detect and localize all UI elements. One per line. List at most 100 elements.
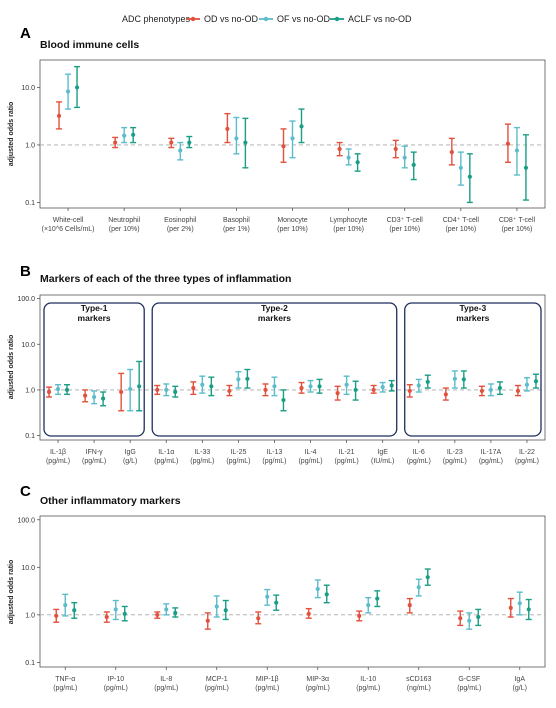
point-estimate [234,136,239,141]
y-tick-label: 10.0 [21,85,35,92]
estimate-mark [172,385,179,398]
point-estimate [467,174,472,179]
estimate-mark [262,383,269,397]
estimate-mark [82,389,89,403]
x-tick-label: IL-25 [230,449,246,456]
estimate-mark [415,378,422,393]
y-axis-label: adjusted odds ratio [8,102,15,167]
x-tick-unit: (per 10%) [109,226,140,233]
plot-frame [39,294,546,441]
point-estimate [393,146,398,152]
point-estimate [225,126,230,132]
point-estimate [256,616,261,621]
x-tick-unit: (ng/mL) [407,685,431,692]
x-tick-label: G-CSF [458,676,480,683]
point-estimate [205,618,210,623]
panel-C: C Other inflammatory markers 0.1 1.0 10.0 100… [8,483,546,692]
x-tick-unit: (pg/mL) [154,685,178,692]
estimate-mark [354,153,361,172]
estimate-mark [273,594,280,611]
point-estimate [281,397,286,403]
x-tick-label: IgG [125,449,136,456]
point-estimate [371,387,376,393]
plot-frame [39,515,546,668]
point-estimate [290,136,295,141]
estimate-mark [451,370,458,389]
x-tick-label: IL-33 [194,449,210,456]
group-title-line: Type-3 [459,303,486,313]
x-tick-label: CD8⁺ T-cell [499,217,536,224]
legend-entry-2: ACLF vs no-OD [348,14,412,24]
estimate-mark [65,73,72,110]
point-estimate [155,387,160,393]
point-estimate [113,607,118,612]
estimate-mark [71,602,78,619]
x-tick-unit: (pg/mL) [154,458,178,465]
group-title-line: Type-2 [261,303,288,313]
panel-A: A Blood immune cells 0.1 1.0 10.0 adjusted od… [8,25,546,233]
legend: ADC phenotypes OD vs no-OD OF vs no-OD ACLF… [122,14,412,24]
x-tick-label: White-cell [53,217,84,224]
point-estimate [306,611,311,616]
estimate-mark [316,378,323,394]
estimate-mark [365,596,372,614]
estimate-mark [136,360,143,412]
x-tick-unit: (pg/mL) [46,458,70,465]
x-tick-label: Lymphocyte [330,217,368,224]
estimate-mark [507,597,514,618]
point-estimate [337,146,342,152]
estimate-mark [235,371,242,389]
point-estimate [416,383,421,388]
panel-title: Blood immune cells [40,39,139,51]
point-estimate [299,385,304,391]
point-estimate [83,393,88,398]
point-estimate [155,612,160,617]
point-estimate [56,113,62,118]
panel-title: Other inflammatory markers [40,495,181,507]
point-estimate [402,155,407,160]
x-tick-label: IL-6 [413,449,425,456]
estimate-mark [118,372,125,412]
estimate-mark [264,588,271,606]
point-estimate [425,575,430,580]
legend-entry-0: OD vs no-OD [204,14,259,24]
y-tick-label: 0.1 [25,200,35,207]
point-estimate [92,394,97,400]
x-tick-unit: (pg/mL) [255,685,279,692]
x-tick-label: Monocyte [277,217,307,224]
point-estimate [299,124,304,129]
x-tick-unit: (per 10%) [389,226,420,233]
point-estimate [200,382,205,387]
point-estimate [458,165,463,170]
y-tick-label: 1.0 [25,142,35,149]
x-tick-label: IL-22 [519,449,535,456]
point-estimate [64,387,70,393]
point-estimate [411,162,416,167]
estimate-mark [424,374,431,389]
estimate-mark [127,368,134,412]
x-tick-label: IL-13 [266,449,282,456]
point-estimate [443,392,448,397]
point-estimate [357,613,362,619]
point-estimate [245,376,250,381]
estimate-mark [103,611,110,623]
point-estimate [65,89,71,94]
point-estimate [467,618,472,623]
point-estimate [533,379,539,384]
x-tick-label: IL-21 [339,449,355,456]
x-tick-unit: (per 10%) [333,226,364,233]
point-estimate [317,384,322,389]
panel-label: B [20,263,31,280]
point-estimate [101,396,106,401]
estimate-mark [514,384,521,397]
x-tick-unit: (pg/mL) [190,458,214,465]
point-estimate [263,387,268,393]
legend-key-point [190,16,196,22]
estimate-mark [323,584,330,604]
estimate-mark [130,126,137,144]
x-tick-unit: (per 10%) [502,226,533,233]
estimate-mark [204,612,211,630]
point-estimate [479,388,484,394]
point-estimate [243,140,248,145]
